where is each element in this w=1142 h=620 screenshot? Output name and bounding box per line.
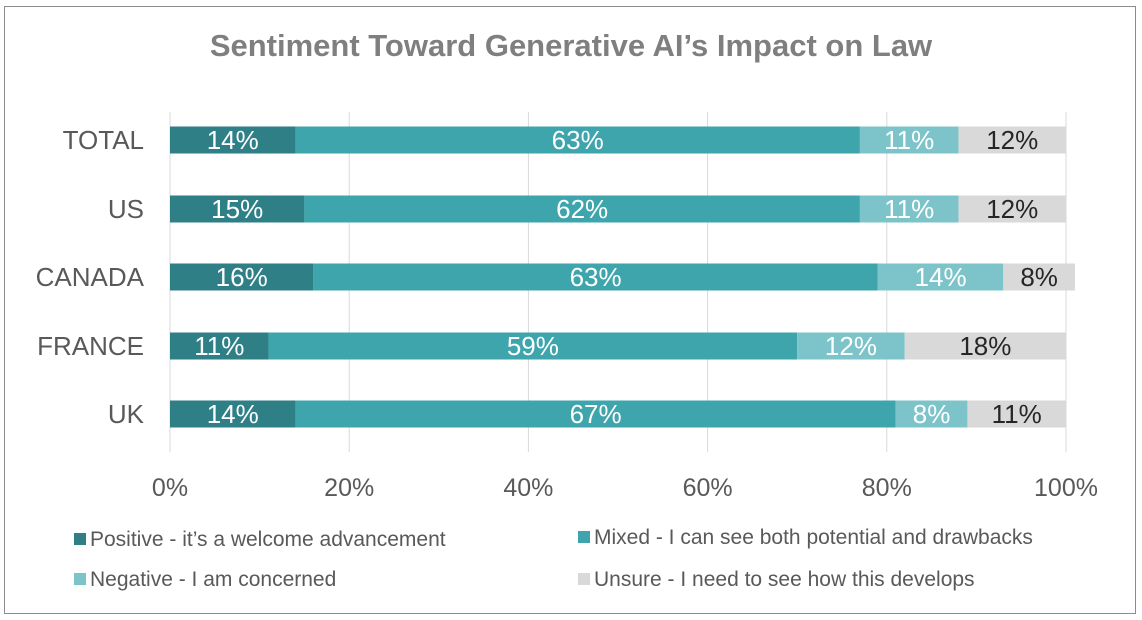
bar-segment bbox=[967, 400, 1066, 428]
chart-title: Sentiment Toward Generative AI’s Impact … bbox=[209, 28, 933, 63]
data-label: 12% bbox=[986, 125, 1038, 155]
bar-segment bbox=[904, 332, 1066, 360]
bar-segment bbox=[958, 126, 1066, 154]
bar-segment bbox=[877, 263, 1004, 291]
data-label: 11% bbox=[992, 399, 1042, 429]
x-tick-label: 0% bbox=[152, 474, 188, 502]
legend-label-negative: Negative - I am concerned bbox=[90, 568, 337, 591]
data-label: 14% bbox=[915, 262, 967, 292]
legend-label-unsure: Unsure - I need to see how this develops bbox=[594, 568, 975, 591]
legend-label-positive: Positive - it’s a welcome advancement bbox=[90, 528, 446, 551]
y-category-label: US bbox=[108, 194, 144, 224]
bar-segment bbox=[268, 332, 798, 360]
bar-segment bbox=[895, 400, 968, 428]
x-tick-label: 100% bbox=[1034, 474, 1098, 502]
data-label: 62% bbox=[556, 194, 608, 224]
data-label: 11% bbox=[884, 194, 934, 224]
legend-item-negative: Negative - I am concerned bbox=[74, 568, 336, 592]
data-label: 11% bbox=[884, 125, 934, 155]
legend-swatch-negative bbox=[74, 573, 86, 585]
x-tick-label: 20% bbox=[324, 474, 374, 502]
bar-segment bbox=[1003, 263, 1075, 291]
bar-segment bbox=[797, 332, 905, 360]
bar-segment bbox=[295, 126, 860, 154]
data-label: 12% bbox=[986, 194, 1038, 224]
bar-segment bbox=[304, 195, 860, 223]
data-label: 59% bbox=[507, 331, 559, 361]
legend-swatch-mixed bbox=[578, 531, 590, 543]
data-label: 11% bbox=[194, 331, 244, 361]
bar-segment bbox=[170, 195, 305, 223]
legend-swatch-positive bbox=[74, 533, 86, 545]
data-label: 8% bbox=[913, 399, 951, 429]
data-label: 18% bbox=[959, 331, 1011, 361]
bar-segment bbox=[170, 400, 296, 428]
legend-item-positive: Positive - it’s a welcome advancement bbox=[74, 528, 446, 552]
data-label: 15% bbox=[211, 194, 263, 224]
chart-frame bbox=[4, 6, 1136, 614]
y-category-label: FRANCE bbox=[37, 331, 144, 361]
bar-segment bbox=[170, 332, 269, 360]
bar-segment bbox=[313, 263, 878, 291]
legend-swatch-unsure bbox=[578, 573, 590, 585]
data-label: 63% bbox=[552, 125, 604, 155]
data-label: 14% bbox=[207, 125, 259, 155]
data-label: 8% bbox=[1020, 262, 1058, 292]
data-label: 63% bbox=[570, 262, 622, 292]
y-category-label: TOTAL bbox=[63, 125, 144, 155]
x-tick-label: 60% bbox=[683, 474, 733, 502]
bar-segment bbox=[859, 126, 959, 154]
legend-item-mixed: Mixed - I can see both potential and dra… bbox=[578, 526, 1033, 550]
bar-segment bbox=[170, 126, 296, 154]
legend-item-unsure: Unsure - I need to see how this develops bbox=[578, 568, 975, 592]
x-tick-label: 40% bbox=[503, 474, 553, 502]
bar-segment bbox=[295, 400, 896, 428]
data-label: 14% bbox=[207, 399, 259, 429]
y-category-label: CANADA bbox=[36, 262, 145, 292]
x-tick-label: 80% bbox=[862, 474, 912, 502]
legend-label-mixed: Mixed - I can see both potential and dra… bbox=[594, 526, 1033, 549]
bar-segment bbox=[170, 263, 314, 291]
data-label: 12% bbox=[825, 331, 877, 361]
data-label: 67% bbox=[570, 399, 622, 429]
bar-segment bbox=[859, 195, 959, 223]
data-label: 16% bbox=[216, 262, 268, 292]
y-category-label: UK bbox=[108, 399, 145, 429]
bar-segment bbox=[958, 195, 1066, 223]
